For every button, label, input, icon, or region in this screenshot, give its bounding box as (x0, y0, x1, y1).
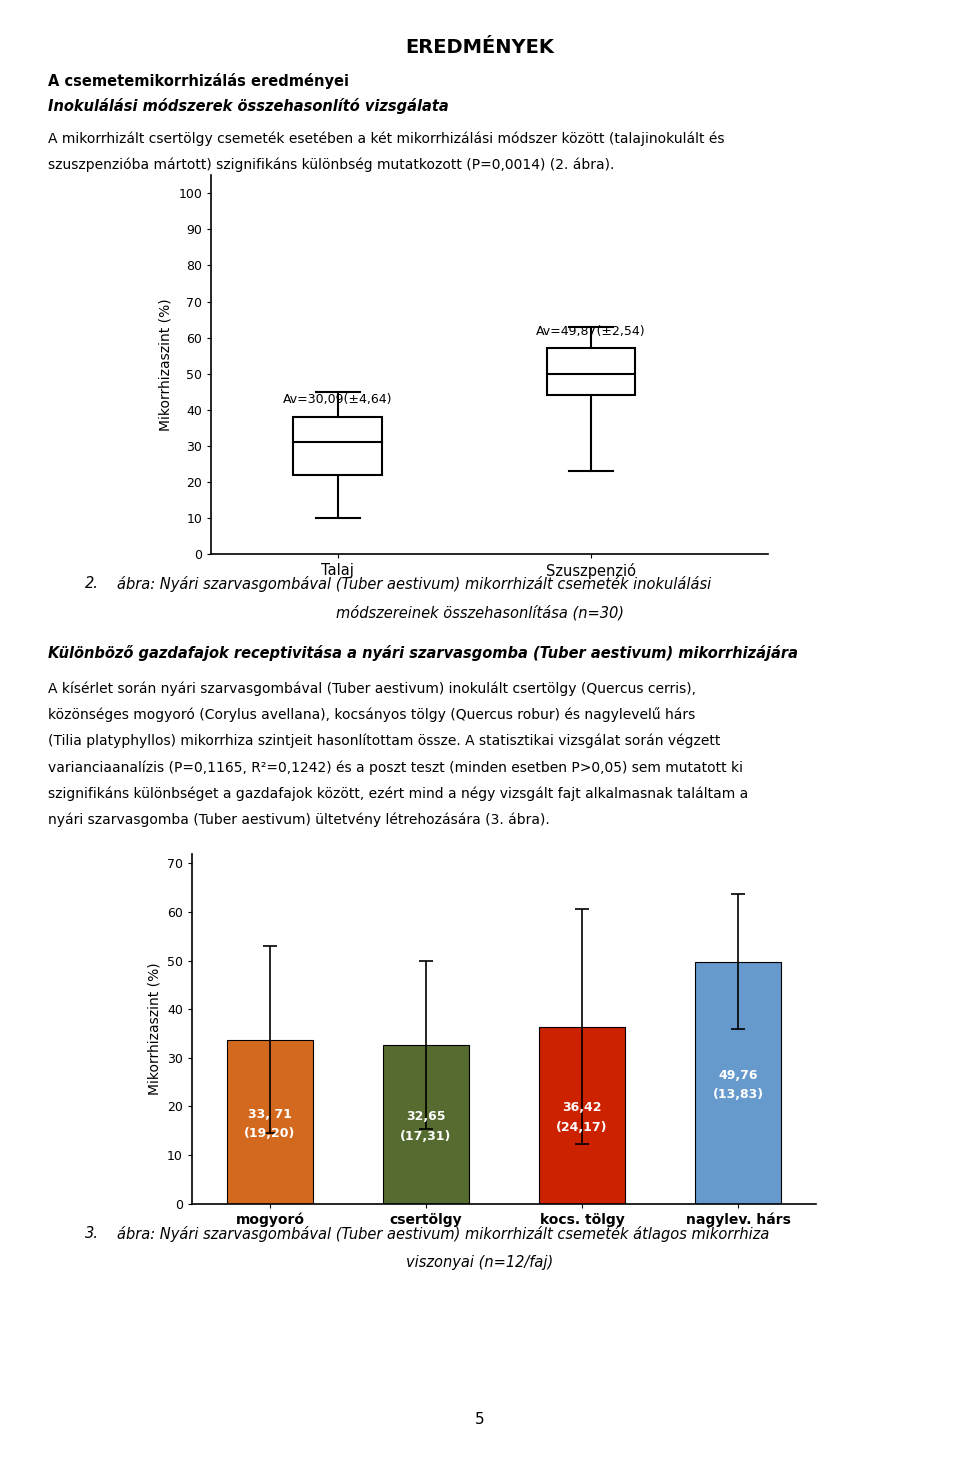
Text: Különböző gazdafajok receptivitása a nyári szarvasgomba (Tuber aestivum) mikorrh: Különböző gazdafajok receptivitása a nyá… (48, 645, 798, 661)
Text: (24,17): (24,17) (556, 1121, 608, 1134)
Text: Av=30,09(±4,64): Av=30,09(±4,64) (283, 394, 393, 406)
Text: Inokulálási módszerek összehasonlító vizsgálata: Inokulálási módszerek összehasonlító viz… (48, 98, 448, 114)
Text: 2.: 2. (84, 576, 98, 591)
Text: A csemetemikorrhizálás eredményei: A csemetemikorrhizálás eredményei (48, 73, 349, 89)
Text: 32,65: 32,65 (406, 1110, 445, 1123)
Text: (13,83): (13,83) (712, 1088, 763, 1102)
Text: viszonyai (n=12/faj): viszonyai (n=12/faj) (406, 1255, 554, 1269)
Text: módszereinek összehasonlítása (n=30): módszereinek összehasonlítása (n=30) (336, 605, 624, 622)
Text: ábra: Nyári szarvasgombával (Tuber aestivum) mikorrhizált csemeték inokulálási: ábra: Nyári szarvasgombával (Tuber aesti… (117, 576, 711, 592)
Bar (695, 961, 780, 1204)
Text: Av=49,87(±2,54): Av=49,87(±2,54) (536, 325, 646, 337)
Text: szignifikáns különbséget a gazdafajok között, ezért mind a négy vizsgált fajt al: szignifikáns különbséget a gazdafajok kö… (48, 786, 748, 801)
Text: 36,42: 36,42 (563, 1102, 602, 1115)
Bar (540, 1027, 625, 1204)
Text: 5: 5 (475, 1412, 485, 1427)
Text: A mikorrhizált csertölgy csemeték esetében a két mikorrhizálási módszer között (: A mikorrhizált csertölgy csemeték esetéb… (48, 131, 725, 146)
Text: nyári szarvasgomba (Tuber aestivum) ültetvény létrehozására (3. ábra).: nyári szarvasgomba (Tuber aestivum) ülte… (48, 813, 550, 827)
Bar (383, 1045, 468, 1204)
Bar (228, 1040, 313, 1204)
Text: EREDMÉNYEK: EREDMÉNYEK (405, 38, 555, 57)
Text: 33, 71: 33, 71 (248, 1107, 292, 1121)
Bar (546, 349, 636, 395)
Text: 49,76: 49,76 (718, 1069, 757, 1083)
Text: ábra: Nyári szarvasgombával (Tuber aestivum) mikorrhizált csemeték átlagos mikor: ábra: Nyári szarvasgombával (Tuber aesti… (117, 1226, 770, 1242)
Text: (19,20): (19,20) (244, 1128, 296, 1141)
Text: 3.: 3. (84, 1226, 98, 1240)
Text: A kísérlet során nyári szarvasgombával (Tuber aestivum) inokulált csertölgy (Que: A kísérlet során nyári szarvasgombával (… (48, 681, 696, 696)
Text: (17,31): (17,31) (400, 1129, 452, 1142)
Y-axis label: Mikorrhizaszint (%): Mikorrhizaszint (%) (148, 963, 161, 1094)
Text: szuszpenzióba mártott) szignifikáns különbség mutatkozott (P=0,0014) (2. ábra).: szuszpenzióba mártott) szignifikáns külö… (48, 158, 614, 172)
Bar (294, 417, 382, 476)
Y-axis label: Mikorrhizaszint (%): Mikorrhizaszint (%) (158, 299, 173, 430)
Text: (Tilia platyphyllos) mikorrhiza szintjeit hasonlítottam össze. A statisztikai vi: (Tilia platyphyllos) mikorrhiza szintjei… (48, 734, 720, 748)
Text: varianciaanalízis (P=0,1165, R²=0,1242) és a poszt teszt (minden esetben P>0,05): varianciaanalízis (P=0,1165, R²=0,1242) … (48, 760, 743, 775)
Text: közönséges mogyoró (Corylus avellana), kocsányos tölgy (Quercus robur) és nagyle: közönséges mogyoró (Corylus avellana), k… (48, 708, 695, 722)
